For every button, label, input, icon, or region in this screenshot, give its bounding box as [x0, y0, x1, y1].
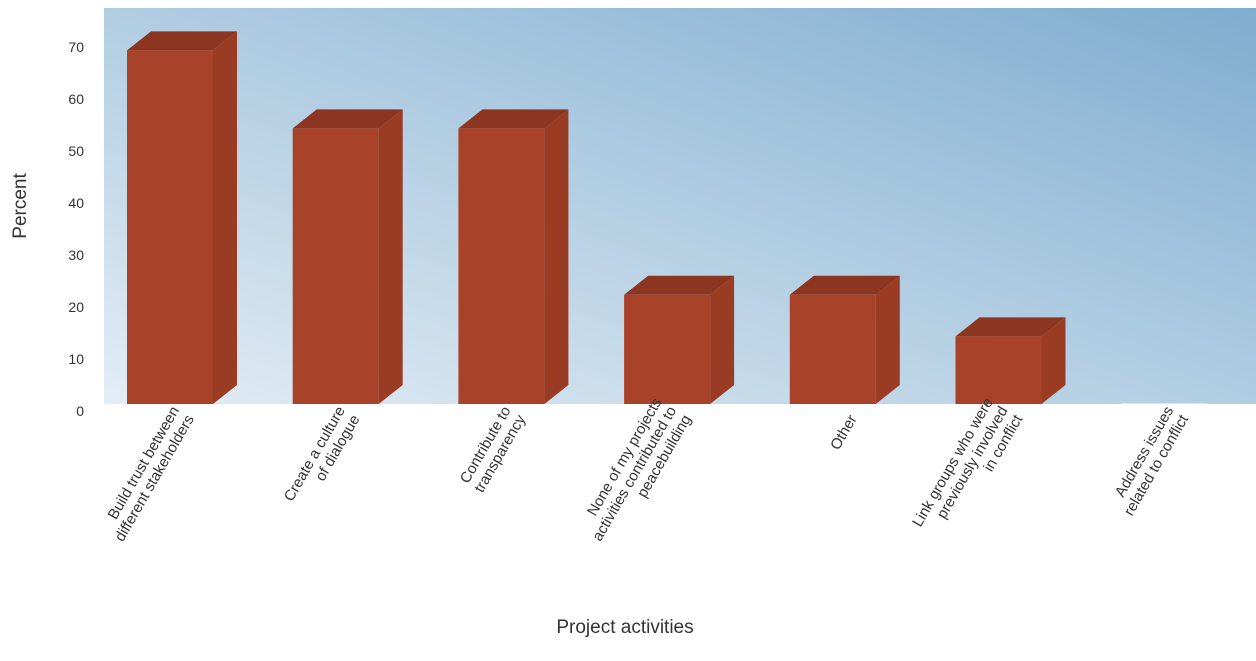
bar-side — [710, 275, 735, 404]
x-tick-label: Create a cultureof dialogue — [281, 404, 364, 513]
x-tick-label: None of my projectsactivities contribute… — [574, 395, 694, 553]
bar-top — [955, 317, 1066, 337]
bar — [292, 109, 403, 405]
y-tick-label: 30 — [68, 247, 84, 263]
y-tick-label: 40 — [68, 195, 84, 211]
bar — [624, 275, 735, 404]
bar-side — [213, 31, 237, 405]
bar-front — [292, 128, 379, 404]
x-tick-label: Link groups who werepreviously involvedi… — [909, 394, 1027, 547]
y-tick-label: 0 — [76, 403, 84, 419]
bar — [789, 275, 900, 404]
x-tick-label: Build trust betweendifferent stakeholder… — [97, 404, 198, 545]
y-tick-label: 20 — [68, 299, 84, 315]
y-tick-label: 60 — [68, 91, 84, 107]
bar-front — [1121, 403, 1208, 405]
x-tick-label: Other — [827, 412, 860, 453]
bar-side — [875, 275, 900, 404]
y-tick-label: 50 — [68, 143, 84, 159]
bars — [127, 31, 1208, 405]
bar-top — [458, 109, 569, 129]
bar — [127, 31, 237, 405]
y-tick-label: 70 — [68, 39, 84, 55]
y-axis-title: Percent — [10, 173, 31, 239]
bar-side — [544, 109, 569, 405]
bar-front — [458, 128, 545, 404]
y-axis-ticks: 0 10 20 30 40 50 60 70 — [68, 39, 84, 419]
bar — [955, 317, 1066, 404]
bar-side — [1041, 317, 1066, 404]
bar — [1121, 403, 1208, 405]
bar-front — [624, 294, 711, 404]
x-axis-title: Project activities — [556, 617, 693, 638]
bar-front — [789, 294, 876, 404]
bar-side — [378, 109, 403, 405]
bar-top — [789, 275, 900, 295]
bar-front — [955, 336, 1042, 404]
x-tick-label: Contribute totransparency — [456, 403, 529, 496]
x-axis-labels: Build trust betweendifferent stakeholder… — [97, 394, 1193, 553]
y-tick-label: 10 — [68, 351, 84, 367]
bar-top — [292, 109, 403, 129]
bar — [458, 109, 569, 405]
bar-top — [624, 275, 735, 295]
x-tick-label: Address issuesrelated to conflict — [1106, 403, 1193, 519]
bar-front — [127, 50, 213, 405]
bar-top — [127, 31, 237, 51]
